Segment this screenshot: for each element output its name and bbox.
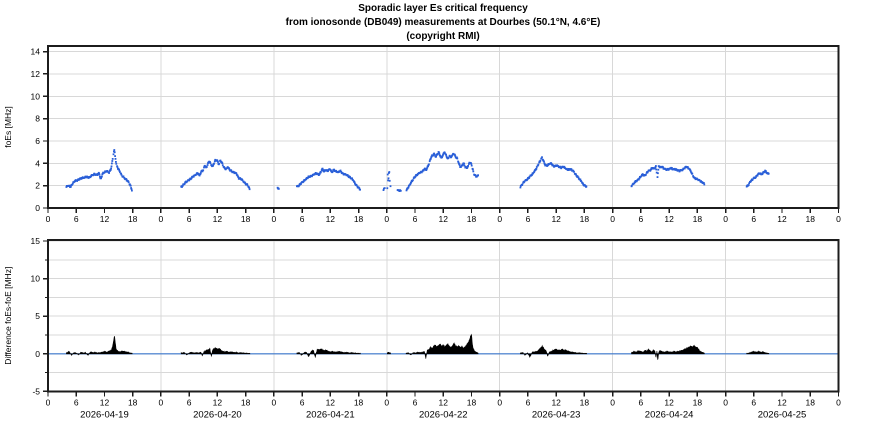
x-tick-label: 6 [639, 214, 644, 224]
x-tick-label: 6 [300, 398, 305, 408]
x-tick-label: 12 [100, 398, 110, 408]
x-tick-label: 18 [580, 398, 590, 408]
x-tick-label: 18 [693, 398, 703, 408]
x-date-label: 2026-04-20 [193, 410, 242, 421]
x-tick-label: 0 [723, 214, 728, 224]
x-tick-label: 12 [777, 398, 787, 408]
x-tick-label: 0 [159, 398, 164, 408]
x-tick-label: 6 [526, 398, 531, 408]
x-axis-foEs: 0 6 12 18 0 6 12 18 0 6 12 18 0 6 12 18 0 6 12 18 0 6 12 18 0 6 12… [46, 208, 841, 224]
y-tick-label: 8 [35, 114, 40, 124]
x-tick-label: 18 [467, 214, 477, 224]
x-tick-label: 12 [777, 214, 787, 224]
panel-border [47, 45, 840, 209]
x-tick-label: 18 [128, 398, 138, 408]
x-tick-label: 6 [751, 214, 756, 224]
x-tick-label: 18 [806, 214, 816, 224]
x-tick-label: 6 [74, 214, 79, 224]
y-tick-label: 2 [35, 181, 40, 191]
x-tick-label: 0 [836, 398, 841, 408]
x-tick-label: 6 [74, 398, 79, 408]
x-tick-label: 12 [326, 398, 336, 408]
chart-title-line1: Sporadic layer Es critical frequency [358, 3, 528, 14]
x-tick-label: 18 [580, 214, 590, 224]
x-tick-label: 0 [46, 214, 51, 224]
x-date-label: 2026-04-25 [758, 410, 807, 421]
gridlines [48, 46, 839, 208]
y-axis-label-difference: Difference foEs-foE [MHz] [3, 267, 13, 365]
y-axis-foEs: 0 2 4 6 8 10 12 14 [31, 47, 48, 213]
x-tick-label: 18 [467, 398, 477, 408]
x-tick-label: 12 [664, 214, 674, 224]
y-axis-difference: -5 0 5 10 15 [31, 236, 48, 396]
y-tick-label: 5 [35, 311, 40, 321]
x-tick-label: 0 [497, 398, 502, 408]
x-tick-label: 18 [241, 214, 251, 224]
x-tick-label: 12 [664, 398, 674, 408]
x-tick-label: 18 [354, 398, 364, 408]
y-tick-label: 15 [31, 236, 41, 246]
y-tick-label: 12 [31, 69, 41, 79]
y-axis-label-foEs: foEs [MHz] [3, 106, 13, 148]
x-tick-label: 0 [271, 214, 276, 224]
x-date-label: 2026-04-22 [419, 410, 468, 421]
x-tick-label: 6 [751, 398, 756, 408]
x-tick-label: 0 [384, 214, 389, 224]
x-tick-label: 12 [439, 214, 449, 224]
x-date-label: 2026-04-23 [532, 410, 581, 421]
x-tick-label: 12 [551, 214, 561, 224]
x-tick-label: 12 [326, 214, 336, 224]
chart-title-line2: from ionosonde (DB049) measurements at D… [285, 17, 601, 28]
x-tick-label: 6 [187, 214, 192, 224]
x-tick-label: 0 [159, 214, 164, 224]
x-tick-label: 0 [384, 398, 389, 408]
x-tick-label: 18 [128, 214, 138, 224]
x-tick-label: 6 [639, 398, 644, 408]
x-tick-label: 12 [100, 214, 110, 224]
y-tick-label: 0 [35, 349, 40, 359]
x-tick-label: 12 [213, 214, 223, 224]
x-tick-label: 18 [241, 398, 251, 408]
x-tick-label: 0 [497, 214, 502, 224]
x-tick-label: 12 [439, 398, 449, 408]
y-tick-label: 10 [31, 274, 41, 284]
x-date-label: 2026-04-19 [80, 410, 129, 421]
x-tick-label: 6 [300, 214, 305, 224]
x-tick-label: 18 [354, 214, 364, 224]
x-tick-label: 0 [271, 398, 276, 408]
x-tick-label: 18 [806, 398, 816, 408]
x-tick-label: 6 [526, 214, 531, 224]
x-tick-label: 0 [610, 214, 615, 224]
chart-title-line3: (copyright RMI) [406, 31, 480, 42]
x-date-label: 2026-04-24 [645, 410, 694, 421]
y-tick-label: 14 [31, 47, 41, 57]
y-tick-label: 0 [35, 203, 40, 213]
y-tick-label: -5 [32, 386, 40, 396]
x-date-label: 2026-04-21 [306, 410, 355, 421]
x-tick-label: 0 [610, 398, 615, 408]
y-tick-label: 6 [35, 136, 40, 146]
x-tick-label: 0 [46, 398, 51, 408]
x-tick-label: 12 [213, 398, 223, 408]
x-tick-label: 12 [551, 398, 561, 408]
difference-area [66, 333, 770, 360]
y-tick-label: 10 [31, 91, 41, 101]
y-tick-label: 4 [35, 158, 40, 168]
x-axis-difference: 0 6 12 18 0 6 12 18 0 6 12 18 0 6 12 18 0 6 12 18 0 6 12 18 0 6 12… [46, 391, 841, 421]
x-tick-label: 0 [836, 214, 841, 224]
x-tick-label: 18 [693, 214, 703, 224]
x-tick-label: 6 [187, 398, 192, 408]
x-tick-label: 0 [723, 398, 728, 408]
foes-scatter-points [65, 149, 770, 192]
gridlines [48, 240, 839, 392]
x-tick-label: 6 [413, 398, 418, 408]
chart-title: Sporadic layer Es critical frequency fro… [0, 2, 886, 44]
x-tick-label: 6 [413, 214, 418, 224]
